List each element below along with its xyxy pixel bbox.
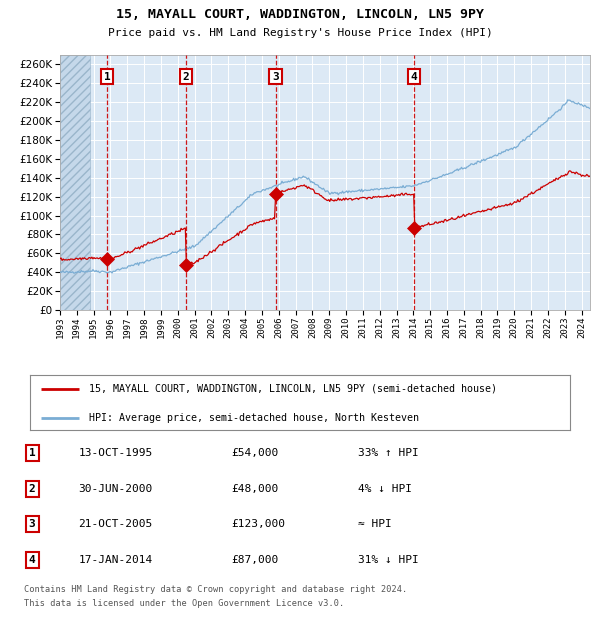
Text: £54,000: £54,000	[231, 448, 278, 458]
Text: 3: 3	[272, 72, 279, 82]
Text: ≈ HPI: ≈ HPI	[358, 520, 391, 529]
Text: 2: 2	[29, 484, 35, 494]
Text: HPI: Average price, semi-detached house, North Kesteven: HPI: Average price, semi-detached house,…	[89, 413, 419, 423]
Text: This data is licensed under the Open Government Licence v3.0.: This data is licensed under the Open Gov…	[24, 599, 344, 608]
Text: 31% ↓ HPI: 31% ↓ HPI	[358, 555, 418, 565]
Text: 15, MAYALL COURT, WADDINGTON, LINCOLN, LN5 9PY (semi-detached house): 15, MAYALL COURT, WADDINGTON, LINCOLN, L…	[89, 384, 497, 394]
Text: 30-JUN-2000: 30-JUN-2000	[78, 484, 152, 494]
Text: £87,000: £87,000	[231, 555, 278, 565]
Text: 1: 1	[29, 448, 35, 458]
Text: 2: 2	[183, 72, 190, 82]
Text: £48,000: £48,000	[231, 484, 278, 494]
Text: 33% ↑ HPI: 33% ↑ HPI	[358, 448, 418, 458]
Text: £123,000: £123,000	[231, 520, 285, 529]
Text: Contains HM Land Registry data © Crown copyright and database right 2024.: Contains HM Land Registry data © Crown c…	[24, 585, 407, 594]
Text: 15, MAYALL COURT, WADDINGTON, LINCOLN, LN5 9PY: 15, MAYALL COURT, WADDINGTON, LINCOLN, L…	[116, 8, 484, 21]
Text: 3: 3	[29, 520, 35, 529]
Polygon shape	[60, 55, 90, 310]
Text: 17-JAN-2014: 17-JAN-2014	[78, 555, 152, 565]
Text: 21-OCT-2005: 21-OCT-2005	[78, 520, 152, 529]
Text: 4% ↓ HPI: 4% ↓ HPI	[358, 484, 412, 494]
Text: 4: 4	[410, 72, 418, 82]
Text: Price paid vs. HM Land Registry's House Price Index (HPI): Price paid vs. HM Land Registry's House …	[107, 28, 493, 38]
Text: 1: 1	[104, 72, 110, 82]
Text: 4: 4	[29, 555, 35, 565]
Text: 13-OCT-1995: 13-OCT-1995	[78, 448, 152, 458]
